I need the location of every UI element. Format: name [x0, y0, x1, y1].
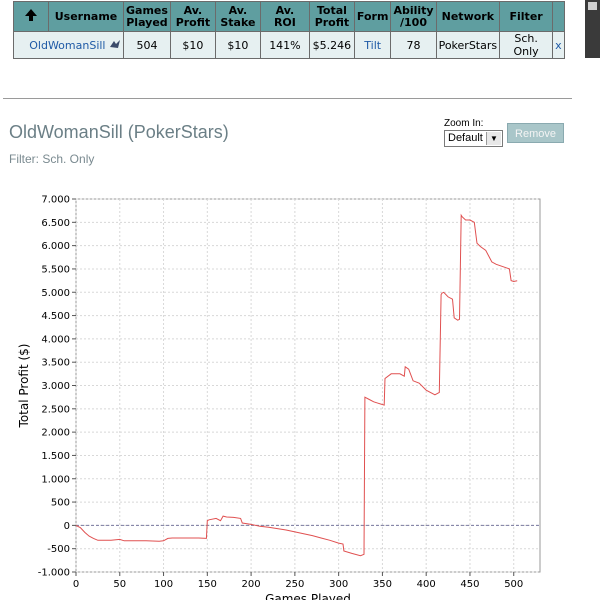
- x-axis-ticks: 0 50 100 150 200 250 300 350 400 450 500: [73, 572, 523, 590]
- x-tick-label: 150: [198, 579, 217, 590]
- y-tick-label: 2.000: [41, 428, 70, 439]
- y-axis-ticks: -1.000 -500 0 500 1.000 1.500 2.000 2.500 3.000 3…: [38, 195, 76, 579]
- ability-cell: 78: [390, 31, 437, 59]
- x-tick-label: 350: [373, 579, 392, 590]
- x-tick-label: 200: [242, 579, 261, 590]
- ability-header[interactable]: Ability/100: [390, 1, 437, 32]
- y-tick-label: 2.500: [41, 404, 70, 415]
- total-profit-cell: $5.246: [308, 31, 355, 59]
- av-profit-cell: $10: [169, 31, 216, 59]
- x-tick-label: 100: [154, 579, 173, 590]
- games-played-header[interactable]: Games Played: [123, 1, 171, 32]
- table-header-row: Username Games Played Av. Profit Av. Stake …: [13, 1, 565, 32]
- player-filter-label: Filter: Sch. Only: [9, 152, 95, 166]
- pokerstars-logo-icon: [110, 39, 120, 48]
- y-tick-label: 500: [51, 498, 70, 509]
- y-tick-label: 0: [64, 521, 70, 532]
- chevron-down-icon[interactable]: ▼: [486, 132, 501, 145]
- zoom-select-value[interactable]: Default: [448, 132, 483, 144]
- y-tick-label: 3.500: [41, 358, 70, 369]
- player-stats-table: Username Games Played Av. Profit Av. Stake …: [13, 1, 565, 59]
- av-stake-cell: $10: [214, 31, 261, 59]
- series-line: [75, 213, 518, 557]
- zoom-label: Zoom In:: [444, 118, 484, 129]
- form-header[interactable]: Form: [353, 1, 392, 32]
- y-tick-label: 5.500: [41, 264, 70, 275]
- x-tick-label: 400: [417, 579, 436, 590]
- y-tick-label: 4.000: [41, 334, 70, 345]
- y-tick-label: 1.500: [41, 451, 70, 462]
- y-tick-label: 7.000: [41, 195, 70, 206]
- y-tick-label: 5.000: [41, 288, 70, 299]
- sort-header[interactable]: [13, 1, 49, 32]
- av-roi-header[interactable]: Av. ROI: [259, 1, 310, 32]
- total-profit-header[interactable]: Total Profit: [308, 1, 355, 32]
- username-link[interactable]: OldWomanSill: [29, 38, 106, 52]
- grid-lines: [75, 198, 540, 573]
- profit-chart: -1.000-50005001.0001.5002.0002.5003.0003…: [17, 195, 541, 600]
- zoom-select[interactable]: Default ▼: [444, 130, 503, 147]
- remove-button[interactable]: Remove: [507, 123, 564, 143]
- y-tick-label: 4.500: [41, 311, 70, 322]
- av-stake-header[interactable]: Av. Stake: [214, 1, 261, 32]
- x-axis-label: Games Played: [265, 592, 351, 600]
- network-header[interactable]: Network: [435, 1, 501, 32]
- x-tick-label: 450: [460, 579, 479, 590]
- x-tick-label: 0: [73, 579, 79, 590]
- network-cell: PokerStars: [435, 31, 501, 59]
- y-tick-label: -500: [47, 544, 70, 555]
- username-cell[interactable]: OldWomanSill: [13, 31, 124, 59]
- y-axis-label: Total Profit ($): [17, 344, 31, 429]
- section-divider: [3, 98, 572, 99]
- y-tick-label: 1.000: [41, 474, 70, 485]
- y-tick-label: 3.000: [41, 381, 70, 392]
- y-tick-label: 6.500: [41, 218, 70, 229]
- username-header[interactable]: Username: [48, 1, 124, 32]
- filter-cell: Sch. Only: [499, 31, 554, 59]
- filter-header[interactable]: Filter: [499, 1, 554, 32]
- x-tick-label: 250: [285, 579, 304, 590]
- games-played-cell: 504: [123, 31, 171, 59]
- up-arrow-icon[interactable]: [24, 8, 38, 22]
- x-tick-label: 50: [113, 579, 126, 590]
- scrollbar-thumb[interactable]: [588, 2, 597, 10]
- table-row: OldWomanSill 504 $10 $10 141% $5.246 Til…: [13, 31, 565, 59]
- remove-header: [552, 1, 565, 32]
- av-profit-header[interactable]: Av. Profit: [169, 1, 216, 32]
- player-title: OldWomanSill (PokerStars): [9, 122, 229, 142]
- remove-row-link[interactable]: x: [552, 31, 565, 59]
- y-tick-label: -1.000: [38, 568, 70, 579]
- x-tick-label: 500: [504, 579, 523, 590]
- x-tick-label: 300: [329, 579, 348, 590]
- y-tick-label: 6.000: [41, 241, 70, 252]
- scrollbar[interactable]: [585, 0, 600, 58]
- form-link[interactable]: Tilt: [364, 38, 382, 52]
- av-roi-cell: 141%: [259, 31, 310, 59]
- form-cell[interactable]: Tilt: [353, 31, 392, 59]
